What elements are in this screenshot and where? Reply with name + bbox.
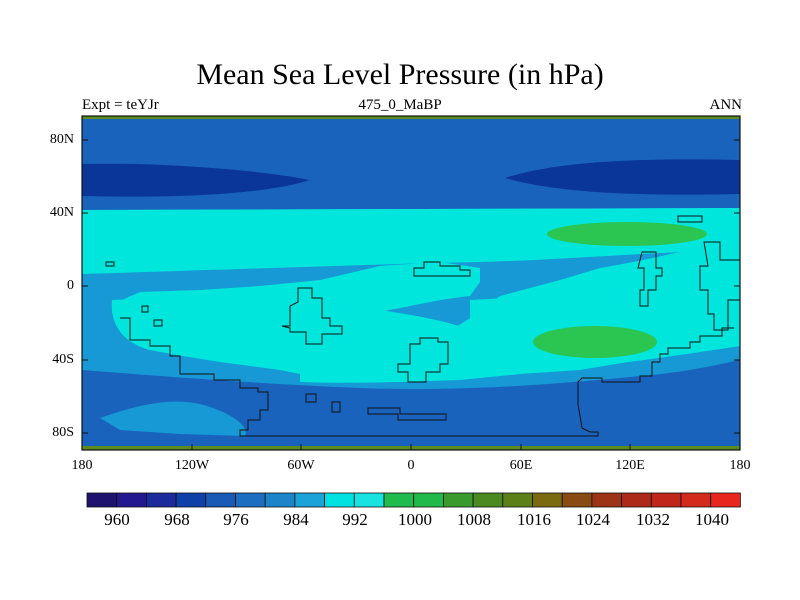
colorbar-label-1000: 1000 bbox=[398, 510, 432, 529]
colorbar-swatch bbox=[175, 492, 207, 508]
lat-label-40s: 40S bbox=[52, 352, 74, 367]
colorbar-swatch bbox=[680, 492, 712, 508]
subtropical-high-north bbox=[547, 222, 707, 246]
colorbar-swatch bbox=[324, 492, 355, 508]
colorbar-swatch bbox=[650, 492, 682, 508]
colorbar-swatch bbox=[532, 492, 563, 508]
colorbar-label-960: 960 bbox=[104, 510, 130, 529]
colorbar-swatch bbox=[205, 492, 236, 508]
tropical-band-south bbox=[111, 298, 470, 363]
colorbar-swatch bbox=[116, 492, 147, 508]
colorbar-label-992: 992 bbox=[342, 510, 368, 529]
north-edge bbox=[82, 116, 740, 119]
coast-island-south bbox=[305, 393, 317, 403]
coast-pacific-east bbox=[699, 241, 741, 331]
coast-island-south2 bbox=[331, 401, 341, 413]
south-band-patch bbox=[100, 401, 246, 436]
coast-africa-south bbox=[397, 337, 449, 383]
colorbar-label-984: 984 bbox=[283, 510, 309, 529]
colorbar-label-1016: 1016 bbox=[517, 510, 551, 529]
coast-asia-east bbox=[637, 251, 663, 307]
colorbar-swatch bbox=[383, 492, 415, 508]
colorbar-swatch bbox=[561, 492, 593, 508]
coast-island-west bbox=[105, 261, 115, 267]
chart-title: Mean Sea Level Pressure (in hPa) bbox=[196, 58, 604, 91]
experiment-label: Expt = teYJr bbox=[82, 97, 159, 113]
season-label: ANN bbox=[709, 97, 743, 113]
colorbar-swatch bbox=[502, 492, 533, 508]
north-low-west bbox=[82, 163, 310, 197]
coast-antarctic bbox=[120, 317, 734, 437]
colorbar-swatch bbox=[353, 492, 385, 508]
coast-island-sw bbox=[141, 305, 149, 313]
colorbar-label-968: 968 bbox=[164, 510, 190, 529]
colorbar-swatch bbox=[621, 492, 652, 508]
colorbar-label-1032: 1032 bbox=[636, 510, 670, 529]
lon-label-180e: 180 bbox=[729, 458, 751, 473]
coast-island-sw2 bbox=[153, 319, 163, 327]
coast-island-north bbox=[677, 215, 703, 223]
colorbar-swatch bbox=[591, 492, 623, 508]
lat-label-40n: 40N bbox=[49, 205, 74, 220]
map-plot bbox=[81, 115, 741, 451]
south-band bbox=[82, 360, 740, 450]
colorbar-swatch bbox=[86, 492, 118, 508]
lon-label-120w: 120W bbox=[174, 458, 210, 473]
colorbar-swatch bbox=[413, 492, 444, 508]
colorbar-swatch bbox=[235, 492, 266, 508]
colorbar-swatch bbox=[710, 492, 741, 508]
axis-ticks bbox=[82, 139, 740, 450]
lon-label-120e: 120E bbox=[615, 458, 645, 473]
colorbar-label-1008: 1008 bbox=[457, 510, 491, 529]
colorbar-label-1040: 1040 bbox=[695, 510, 729, 529]
lon-label-180w: 180 bbox=[71, 458, 93, 473]
coast-mediterranean bbox=[413, 261, 471, 277]
colorbar-swatch bbox=[442, 492, 474, 508]
coast-island-south3 bbox=[367, 407, 447, 421]
lon-label-60w: 60W bbox=[287, 458, 315, 473]
tropical-band-north bbox=[82, 208, 740, 274]
colorbar-swatch bbox=[294, 492, 325, 508]
subtropical-high-south bbox=[533, 326, 657, 358]
coast-south-america bbox=[281, 287, 343, 345]
lat-label-0: 0 bbox=[67, 278, 74, 293]
colorbar-swatch bbox=[145, 492, 177, 508]
lon-label-0: 0 bbox=[407, 458, 415, 473]
coastlines bbox=[105, 215, 741, 437]
lat-label-80n: 80N bbox=[49, 132, 74, 147]
colorbar bbox=[86, 492, 741, 508]
colorbar-swatch bbox=[472, 492, 504, 508]
colorbar-label-1024: 1024 bbox=[576, 510, 610, 529]
colorbar-swatch bbox=[264, 492, 296, 508]
colorbar-label-976: 976 bbox=[223, 510, 249, 529]
north-low-east bbox=[505, 159, 740, 195]
lon-label-60e: 60E bbox=[509, 458, 533, 473]
lat-label-80s: 80S bbox=[52, 425, 74, 440]
period-label: 475_0_MaBP bbox=[358, 97, 442, 113]
